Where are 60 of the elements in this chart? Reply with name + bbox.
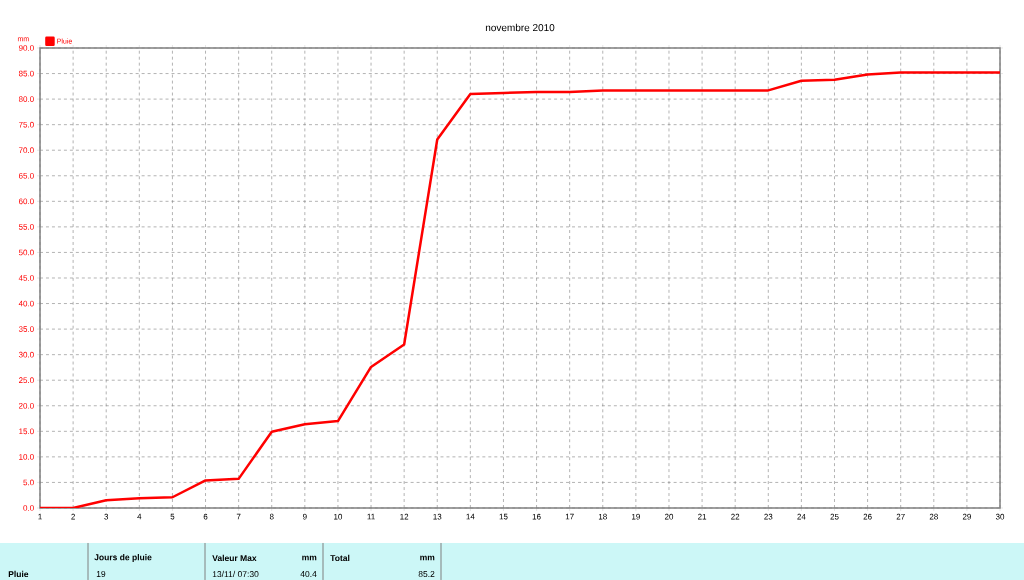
x-tick-label: 1 — [38, 513, 42, 520]
x-tick-label: 20 — [664, 513, 674, 520]
x-tick-label: 24 — [797, 513, 806, 520]
x-tick-label: 22 — [731, 513, 740, 520]
y-tick-label: 5.0 — [23, 479, 34, 486]
y-tick-label: 55.0 — [18, 223, 34, 230]
y-tick-label: 65.0 — [18, 172, 34, 179]
y-tick-label: 80.0 — [18, 96, 34, 102]
y-tick-label: 25.0 — [18, 377, 34, 383]
text: 40.4 — [300, 570, 317, 577]
x-tick-label: 5 — [170, 513, 175, 520]
y-tick-label: 60.0 — [18, 198, 34, 204]
y-tick-label: 30.0 — [18, 351, 34, 358]
x-tick-label: 9 — [302, 513, 307, 520]
text: mm — [420, 555, 435, 561]
y-tick-label: 70.0 — [18, 147, 34, 153]
x-tick-label: 4 — [137, 513, 142, 520]
x-tick-label: 15 — [499, 513, 508, 520]
x-tick-label: 21 — [698, 513, 707, 520]
x-tick-label: 8 — [269, 513, 274, 520]
y-tick-label: 0.0 — [23, 504, 34, 511]
x-tick-label: 17 — [565, 513, 574, 520]
x-tick-label: 16 — [532, 513, 541, 520]
chart-title: novembre 2010 — [485, 23, 555, 31]
text: 19 — [96, 570, 106, 577]
text: Valeur Max — [212, 554, 257, 561]
y-tick-label: 90.0 — [18, 44, 34, 51]
text: 13/11/ 07:30 — [212, 570, 259, 577]
x-tick-label: 18 — [598, 513, 607, 520]
x-tick-label: 10 — [334, 513, 343, 520]
text: Pluie — [8, 570, 29, 577]
text: Total — [330, 554, 350, 561]
x-tick-label: 28 — [929, 513, 938, 520]
text: Jours de pluie — [94, 553, 152, 562]
x-tick-label: 6 — [203, 513, 208, 520]
x-tick-label: 23 — [764, 513, 773, 520]
x-tick-label: 13 — [433, 513, 442, 520]
y-tick-label: 50.0 — [18, 249, 34, 256]
y-tick-label: 35.0 — [18, 326, 34, 332]
text: 85.2 — [418, 570, 435, 577]
x-tick-label: 11 — [367, 513, 375, 520]
text: mm — [302, 555, 317, 561]
y-tick-label: 45.0 — [18, 274, 34, 281]
x-tick-label: 2 — [71, 513, 75, 520]
x-tick-label: 12 — [400, 513, 409, 520]
x-tick-label: 7 — [236, 513, 241, 520]
y-tick-label: 10.0 — [19, 453, 34, 460]
y-tick-label: 75.0 — [18, 121, 34, 128]
y-tick-label: 85.0 — [18, 70, 34, 77]
x-tick-label: 29 — [962, 513, 971, 520]
x-tick-label: 14 — [466, 513, 475, 520]
x-tick-label: 3 — [104, 513, 109, 520]
y-tick-label: 20.0 — [18, 402, 34, 409]
y-tick-label: 15.0 — [19, 428, 34, 434]
x-tick-label: 25 — [830, 513, 839, 520]
x-tick-label: 30 — [995, 513, 1005, 520]
y-tick-label: 40.0 — [18, 300, 34, 307]
x-tick-label: 26 — [863, 513, 872, 520]
x-tick-label: 27 — [896, 513, 905, 520]
x-tick-label: 19 — [632, 513, 640, 520]
